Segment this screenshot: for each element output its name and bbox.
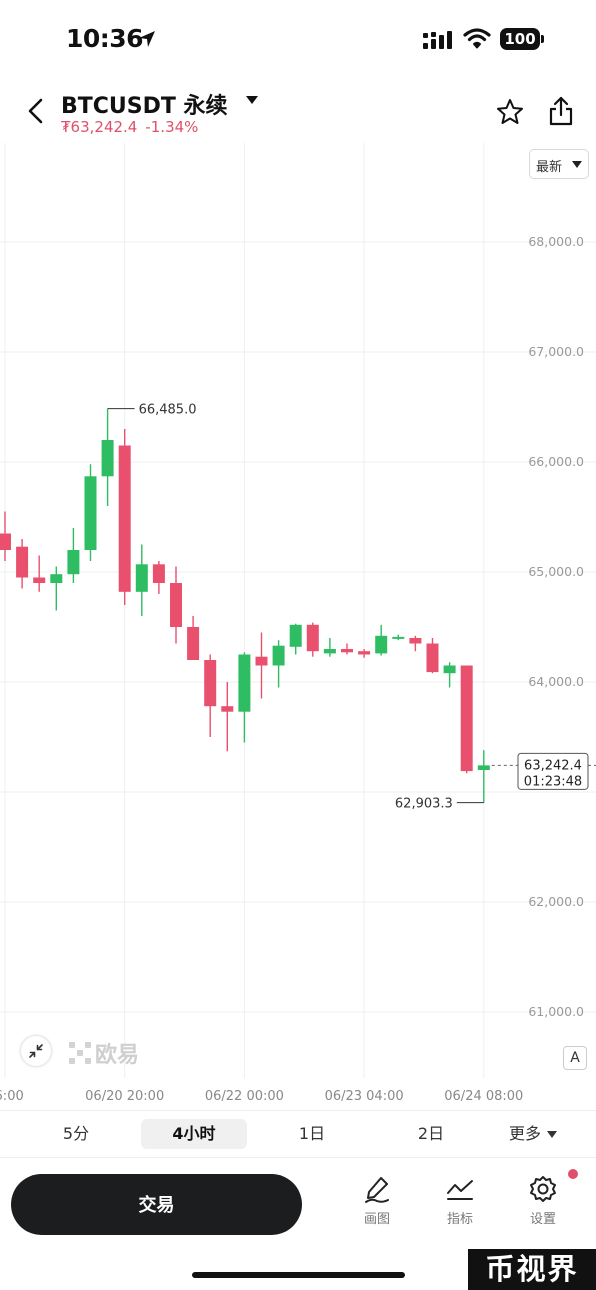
chevron-down-icon: [572, 161, 582, 168]
x-tick-label: 06/20 20:00: [85, 1089, 164, 1104]
pen-draw-icon: [365, 1177, 389, 1203]
low-marker-label: 62,903.3: [395, 797, 453, 812]
candle-down: [152, 564, 165, 583]
chevron-down-icon[interactable]: [244, 94, 260, 106]
last-price: ₮63,242.4: [61, 118, 138, 136]
watermark-text: 欧易: [95, 1043, 140, 1068]
location-arrow-icon: [139, 31, 155, 47]
tab-5m[interactable]: 5分: [62, 1124, 90, 1143]
x-tick-label: 06/22 00:00: [205, 1089, 284, 1104]
wifi-icon: [463, 28, 491, 49]
tab-4h[interactable]: 4小时: [141, 1119, 247, 1149]
candle-down: [170, 583, 182, 627]
y-tick-label: 64,000.0: [528, 674, 584, 689]
y-tick-label: 61,000.0: [528, 1004, 584, 1019]
x-tick-label: 06/24 08:00: [444, 1089, 523, 1104]
candle-up: [375, 635, 388, 654]
candle-up: [323, 649, 336, 654]
indicator-chart-icon: [447, 1180, 473, 1200]
gear-icon: [530, 1176, 556, 1202]
candle-down: [0, 533, 11, 550]
status-time: 10:36: [66, 24, 144, 53]
collapse-chart-button[interactable]: [21, 1036, 51, 1066]
candle-down: [426, 643, 439, 673]
indicators-label: 指标: [446, 1212, 473, 1227]
last-price-label: 63,242.4: [524, 758, 582, 773]
chevron-down-icon: [547, 1131, 557, 1138]
x-tick-label: 06/23 04:00: [325, 1089, 404, 1104]
price-change: -1.34%: [145, 118, 199, 136]
y-tick-label: 66,000.0: [528, 454, 584, 469]
draw-tool-label: 画图: [363, 1212, 390, 1227]
share-icon[interactable]: [547, 95, 575, 127]
y-tick-label: 62,000.0: [528, 894, 584, 909]
cellular-signal-icon: [423, 31, 452, 49]
okx-logo-icon: [69, 1042, 91, 1064]
settings-label: 设置: [529, 1212, 556, 1227]
candle-down: [16, 546, 29, 578]
indicators-button[interactable]: 指标: [430, 1174, 490, 1227]
status-bar: 10:36 100: [0, 0, 596, 80]
candle-down: [33, 577, 46, 583]
tab-2d[interactable]: 2日: [417, 1124, 445, 1143]
collapse-arrows-icon: [29, 1044, 43, 1058]
star-icon[interactable]: [495, 97, 525, 127]
candle-down: [187, 627, 200, 660]
candle-up: [84, 476, 97, 550]
home-indicator[interactable]: [192, 1272, 405, 1278]
candle-down: [221, 706, 234, 712]
latest-dropdown[interactable]: 最新: [529, 149, 589, 179]
more-timeframes-button[interactable]: 更多: [498, 1119, 568, 1149]
draw-tool-button[interactable]: 画图: [347, 1174, 407, 1227]
candle-down: [204, 660, 217, 707]
chart-canvas[interactable]: 68,000.0 67,000.0 66,000.0 65,000.0 64,000.0…: [0, 143, 596, 1108]
more-label: 更多: [508, 1124, 541, 1143]
pair-title[interactable]: BTCUSDT 永续: [61, 94, 228, 119]
latest-label: 最新: [536, 160, 563, 175]
auto-scale-button[interactable]: A: [563, 1046, 587, 1070]
x-tick-label: 16:00: [0, 1089, 24, 1104]
candle-down: [341, 649, 353, 653]
tab-1d[interactable]: 1日: [298, 1124, 326, 1143]
battery-indicator: 100: [500, 28, 540, 50]
trade-button[interactable]: 交易: [11, 1174, 302, 1235]
settings-button[interactable]: 设置: [513, 1174, 573, 1227]
notification-dot: [568, 1169, 578, 1179]
y-tick-label: 65,000.0: [528, 564, 584, 579]
brand-watermark: 币视界: [468, 1249, 596, 1290]
candle-up: [289, 624, 302, 647]
candle-up: [101, 440, 114, 477]
candle-up: [238, 654, 251, 712]
candle-down: [460, 665, 473, 772]
candle-down: [358, 651, 371, 655]
price-summary: ₮63,242.4 -1.34%: [61, 118, 206, 136]
timeframe-bar: 5分 4小时 1日 2日 更多: [0, 1110, 596, 1158]
last-price-box: [517, 752, 589, 790]
candle-up: [392, 636, 405, 639]
candle-down: [118, 445, 131, 592]
y-tick-label: 67,000.0: [528, 344, 584, 359]
countdown-label: 01:23:48: [524, 774, 582, 789]
battery-tip: [541, 35, 544, 43]
candlestick-chart[interactable]: 68,000.0 67,000.0 66,000.0 65,000.0 64,000.0…: [0, 143, 596, 1108]
candle-up: [67, 550, 80, 575]
candle-up: [50, 574, 63, 583]
candle-up: [477, 765, 490, 770]
back-icon[interactable]: [26, 97, 46, 125]
candle-down: [306, 624, 319, 652]
candle-up: [135, 564, 148, 592]
y-tick-label: 68,000.0: [528, 234, 584, 249]
candle-down: [409, 638, 422, 644]
instrument-header: BTCUSDT 永续 ₮63,242.4 -1.34%: [0, 80, 596, 142]
candle-down: [255, 656, 268, 666]
candle-up: [443, 665, 456, 674]
high-marker-label: 66,485.0: [139, 403, 197, 418]
watermark: 欧易: [68, 1037, 139, 1069]
candle-up: [272, 645, 285, 666]
